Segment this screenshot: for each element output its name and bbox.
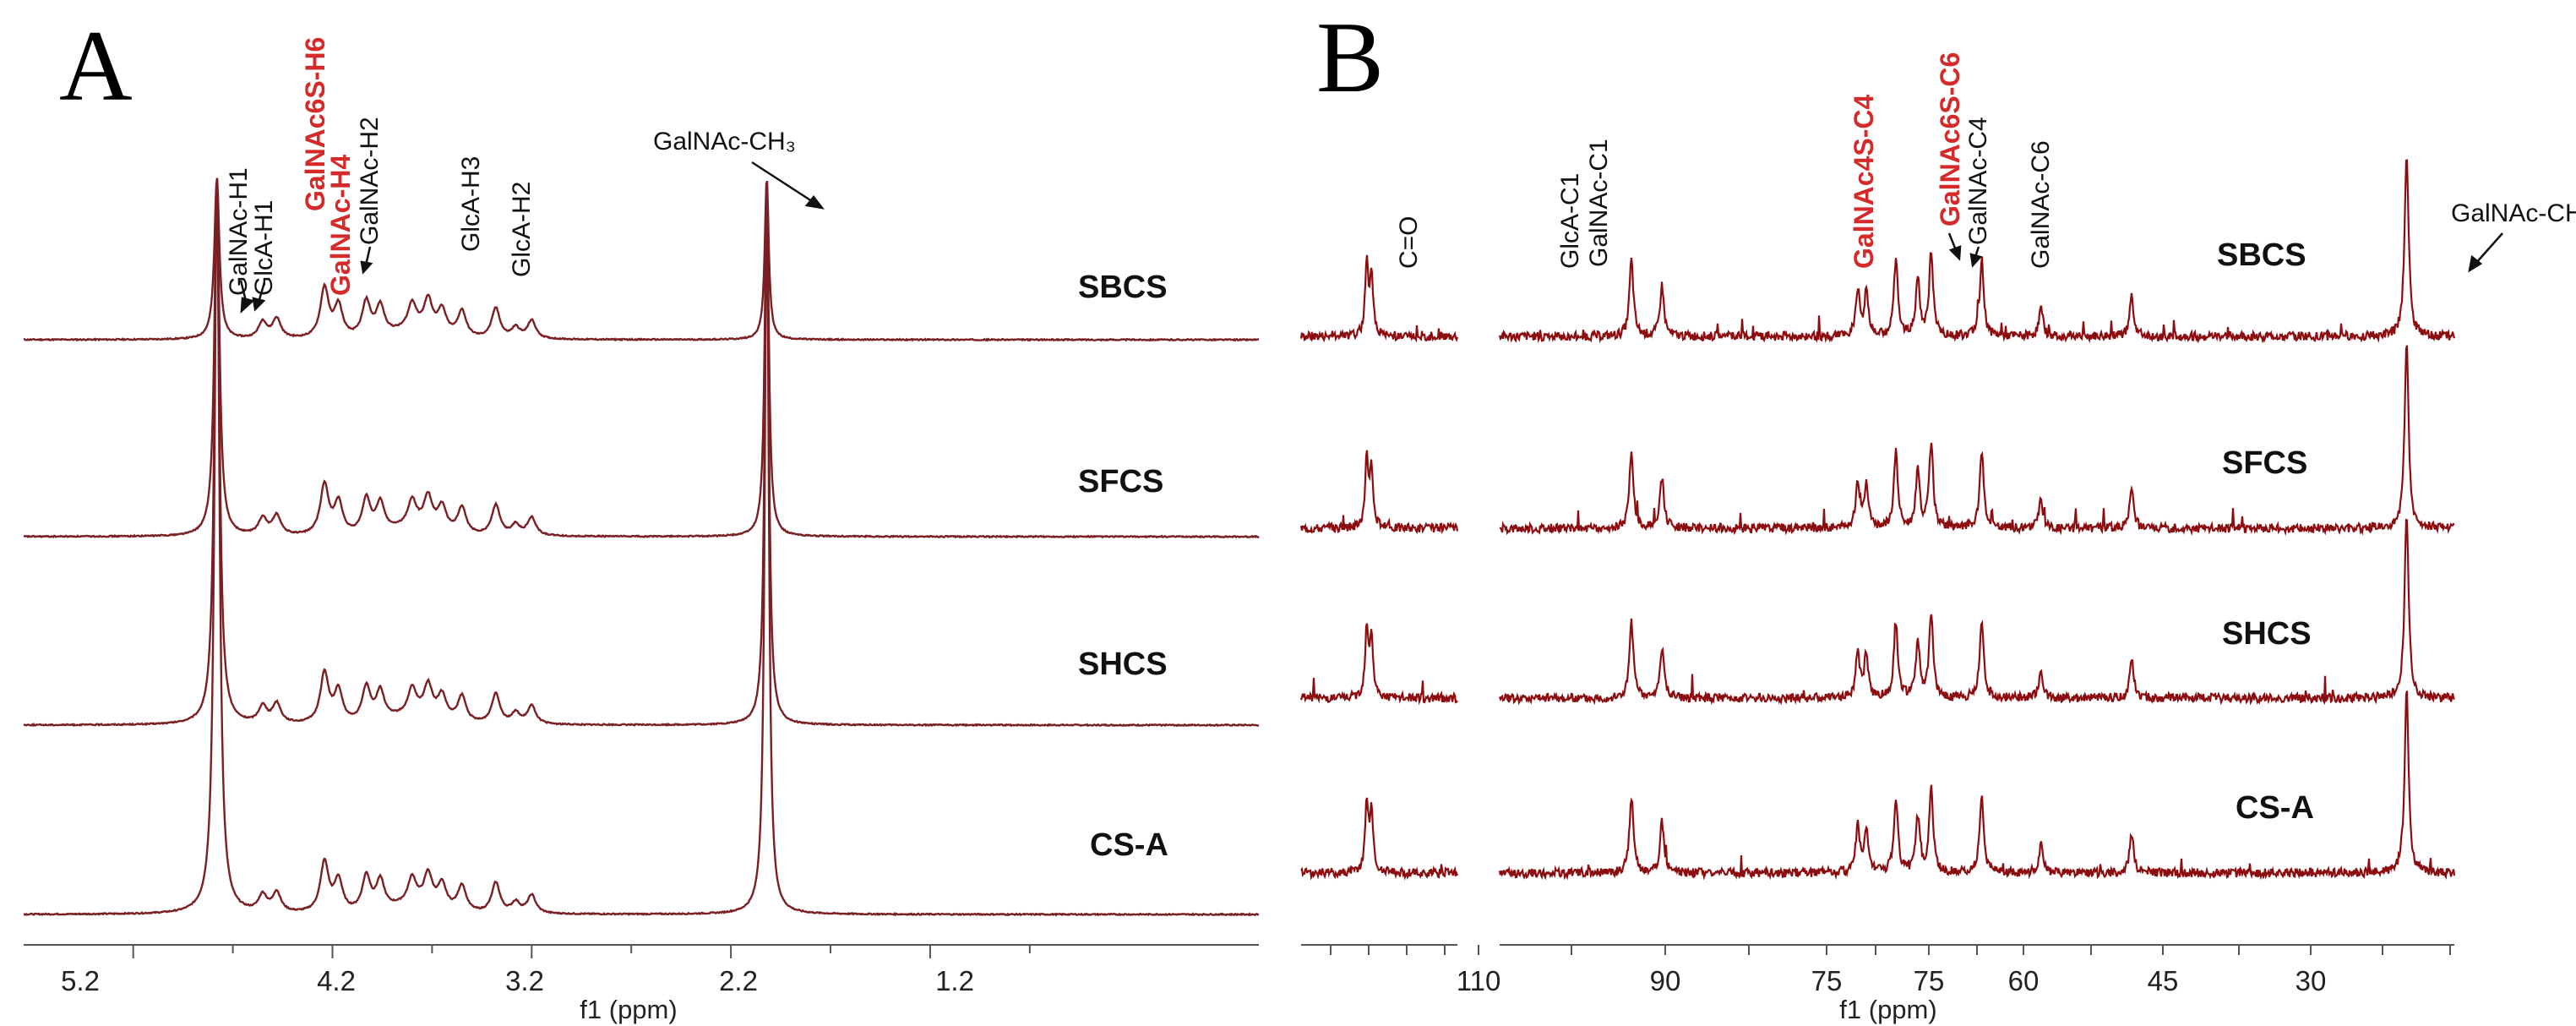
panel-b-tick-marks [1330,945,2451,955]
panel-a-spectrum-sfcs [23,178,1260,539]
panel-a-1h-nmr: A SBCS SFCS SHCS CS-A GalNAc-H1 GlcA-H1 … [23,9,1260,1024]
panel-b-ann-galnac-c1: GalNAc-C1 [1585,139,1613,267]
panel-a-arrowhead-glca-h1 [252,297,266,312]
panel-a-spectra [23,177,1260,917]
panel-a-tick-label-2.2: 2.2 [719,965,758,996]
panel-b-tick-label-30: 30 [2296,965,2327,996]
panel-b-label-shcs: SHCS [2222,616,2312,652]
panel-a-ann-galnac6s-h6: GalNAc6S-H6 [300,37,330,211]
panel-b-arrow-ch3 [2475,232,2503,265]
panel-b-spectrum-sbcs-seg1 [1498,159,2456,344]
panel-a-tick-label-1.2: 1.2 [935,965,974,996]
panel-b-tick-label-75b: 75 [1914,965,1945,996]
panel-a-arrows [239,161,825,314]
panel-b-spectrum-cs-a-seg1 [1498,690,2456,881]
panel-b-label-sbcs: SBCS [2217,237,2306,273]
panel-a-ann-glca-h3: GlcA-H3 [457,156,485,252]
panel-b-spectrum-cs-a-seg0 [1300,797,1459,881]
panel-a-spectrum-cs-a [23,181,1260,917]
panel-a-tick-marks [132,945,1031,958]
panel-b-arrowhead-galnac-c4 [1969,253,1983,268]
panel-b-spectrum-sbcs-seg0 [1299,254,1459,343]
panel-a-arrowhead-galnac-h2 [360,260,373,275]
panel-b-arrowhead-ch3 [2468,254,2483,273]
panel-b-arrow-galnac6s-c6 [1947,232,1958,251]
panel-b-arrowhead-galnac6s-c6 [1948,245,1962,261]
panel-b-tick-label-110: 110 [1457,965,1501,996]
panel-a-spectrum-sbcs [23,177,1259,342]
panel-b-letter: B [1316,1,1384,113]
panel-b-arrows [1947,232,2503,273]
panel-a-label-csa: CS-A [1090,827,1168,863]
panel-a-tick-label-3.2: 3.2 [505,965,544,996]
panel-a-arrowhead-galnac-h1 [240,297,255,314]
panel-b-ann-galnac-c4: GalNAc-C4 [1964,117,1992,245]
panel-b-tick-label-45: 45 [2148,965,2179,996]
panel-a-spectrum-shcs [23,180,1260,728]
panel-b-ann-glca-c1: GlcA-C1 [1556,173,1584,269]
panel-a-x-axis: 5.2 4.2 3.2 2.2 1.2 f1 (ppm) [24,944,1259,1024]
panel-b-label-csa: CS-A [2236,790,2314,826]
panel-b-spectrum-sfcs-seg1 [1499,345,2454,537]
panel-a-tick-label-5.2: 5.2 [61,965,100,996]
panel-a-label-sfcs: SFCS [1078,464,1163,499]
panel-b-spectrum-shcs-seg0 [1299,623,1458,706]
panel-b-13c-nmr: B SBCS SFCS SHCS CS-A C=O GlcA-C1 GalNAc… [1299,1,2576,1024]
panel-b-x-axis: 110 90 75 75 60 45 30 f1 (ppm) [1301,944,2454,1024]
panel-a-arrow-ch3 [751,161,815,205]
panel-b-spectrum-shcs-seg1 [1498,518,2455,706]
panel-b-tick-label-90: 90 [1650,965,1681,996]
panel-a-ann-galnac-h1: GalNAc-H1 [225,167,253,296]
panel-b-ann-galnac6s-c6: GalNAc6S-C6 [1935,52,1965,226]
panel-b-tick-label-60: 60 [2008,965,2040,996]
panel-a-arrowhead-ch3 [804,194,825,210]
panel-b-ann-galnac4s-c4: GalNAc4S-C4 [1849,95,1879,270]
panel-a-ann-galnac-h4: GalNAc-H4 [325,155,356,296]
panel-b-spectra [1299,159,2456,881]
panel-b-tick-label-75: 75 [1811,965,1843,996]
panel-a-letter: A [59,9,133,122]
panel-b-ann-galnac-ch3: GalNAc-CH₃ [2451,199,2576,227]
panel-a-label-shcs: SHCS [1078,647,1168,682]
panel-a-ann-galnac-h2: GalNAc-H2 [356,117,384,245]
panel-a-axis-title: f1 (ppm) [580,995,677,1024]
panel-b-ann-c-o: C=O [1395,216,1423,269]
panel-a-ann-glca-h2: GlcA-H2 [508,182,536,277]
panel-b-axis-title: f1 (ppm) [1839,995,1936,1024]
panel-a-ann-glca-h1: GlcA-H1 [250,200,278,296]
panel-b-label-sfcs: SFCS [2222,445,2307,481]
panel-a-label-sbcs: SBCS [1078,270,1168,305]
panel-b-spectrum-sfcs-seg0 [1299,450,1459,535]
panel-b-ann-galnac-c6: GalNAc-C6 [2027,140,2055,269]
panel-a-tick-label-4.2: 4.2 [317,965,356,996]
panel-a-ann-galnac-ch3: GalNAc-CH₃ [653,128,796,156]
